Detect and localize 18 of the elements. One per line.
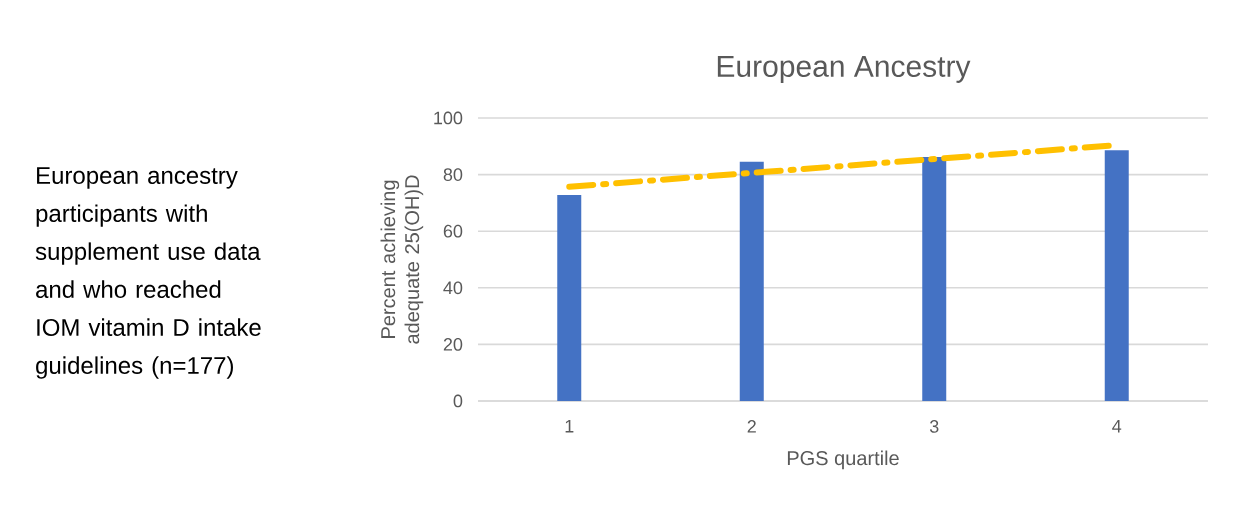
x-tick-label: 2 <box>747 420 756 433</box>
x-axis-title: PGS quartile <box>787 450 899 470</box>
y-tick-label: 100 <box>434 111 463 125</box>
y-tick-label: 80 <box>443 168 463 181</box>
bar <box>739 161 764 401</box>
bar <box>1104 150 1129 401</box>
x-tick-label: 4 <box>1112 420 1122 433</box>
text: European ancestry participants with supplement use data and who reached IOM vitamin D intake guidelines (n=177) <box>35 167 261 379</box>
x-tick-label: 3 <box>929 420 939 433</box>
chart-title: European Ancestry <box>717 56 971 83</box>
y-tick-label: 0 <box>453 394 463 408</box>
bar <box>557 194 582 401</box>
bar <box>922 157 947 401</box>
y-tick-label: 40 <box>443 281 463 295</box>
y-axis-title: Percent achieving adequate 25(OH)D <box>380 175 424 344</box>
y-tick-label: 60 <box>443 224 463 238</box>
y-tick-label: 20 <box>443 338 463 351</box>
x-tick-label: 1 <box>565 420 574 433</box>
